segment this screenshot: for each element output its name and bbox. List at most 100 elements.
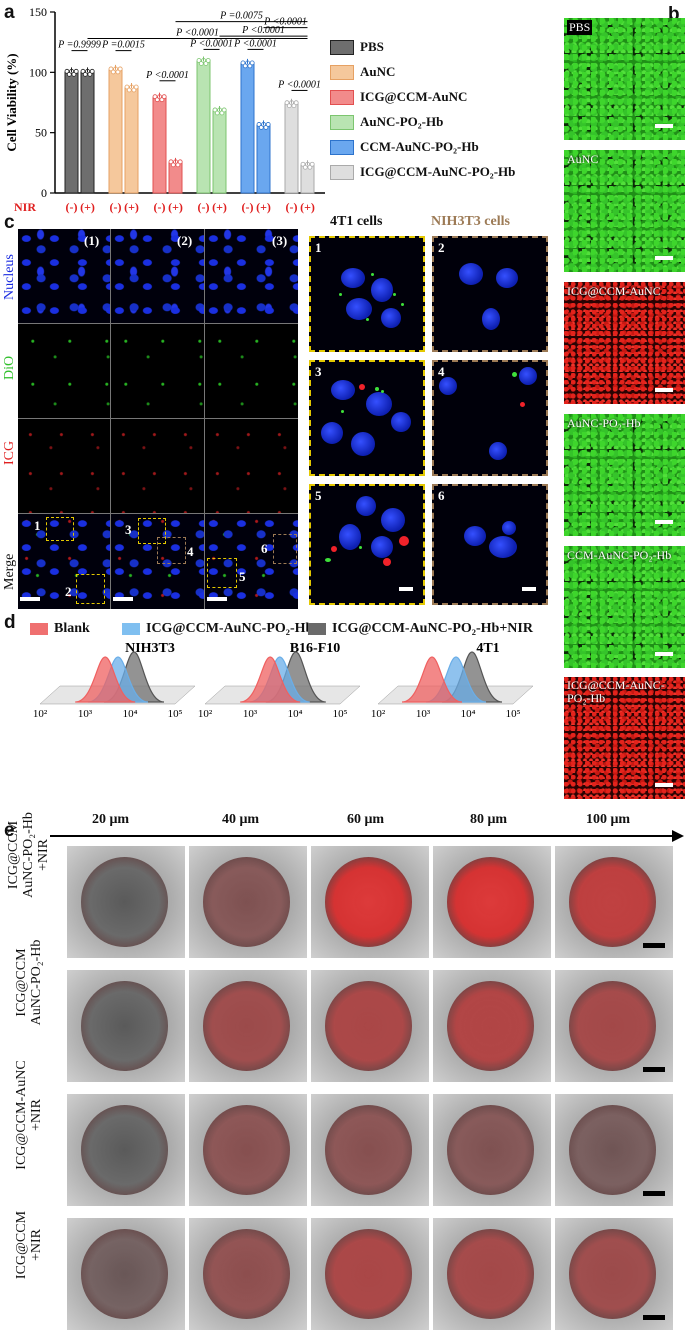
spheroid-image-0-3 bbox=[433, 846, 551, 958]
zoom-panel-2: 2 bbox=[432, 236, 548, 352]
confocal-grid: (1) (2) (3) 1 2 3 4 5 6 bbox=[18, 229, 298, 609]
legend-swatch-icg-nir bbox=[308, 623, 326, 635]
data-point bbox=[249, 60, 255, 66]
legend-d: Blank ICG@CCM-AuNC-PO₂-Hb ICG@CCM-AuNC-P… bbox=[30, 621, 560, 639]
spheroid-image-3-1 bbox=[189, 1218, 307, 1330]
roi-box-4 bbox=[157, 537, 186, 564]
row-label-icg: ICG bbox=[2, 440, 17, 465]
spheroid bbox=[203, 1229, 291, 1319]
roi-number-2: 2 bbox=[65, 584, 72, 599]
confocal-merge-1: 1 2 bbox=[18, 514, 110, 609]
spheroid-image-0-0 bbox=[67, 846, 185, 958]
depth-label-80: 80 μm bbox=[470, 812, 508, 827]
col-label-1: (1) bbox=[84, 233, 100, 248]
legend-swatch-blank bbox=[30, 623, 48, 635]
spheroid bbox=[447, 981, 535, 1071]
spheroid bbox=[203, 857, 291, 947]
row4-line1: ICG@CCM bbox=[14, 1210, 29, 1280]
spheroid bbox=[81, 857, 169, 947]
y-tick-label: 100 bbox=[29, 65, 47, 79]
roi-box-5 bbox=[207, 558, 237, 588]
nir-tick: (+) bbox=[212, 200, 227, 214]
bar-3-1 bbox=[212, 110, 227, 194]
depth-label-40: 40 μm bbox=[222, 812, 260, 827]
legend-swatch-icg-aunc bbox=[330, 90, 354, 105]
spheroid-image-3-3 bbox=[433, 1218, 551, 1330]
zoom-panel-4: 4 bbox=[432, 360, 548, 476]
data-point bbox=[177, 159, 183, 165]
zoom-number-3: 3 bbox=[315, 364, 322, 379]
legend-aunc-po2: AuNC-PO₂-Hb bbox=[360, 114, 444, 129]
scale-bar bbox=[207, 597, 227, 601]
nir-tick: (+) bbox=[256, 200, 271, 214]
nir-tick: (-) bbox=[66, 200, 78, 214]
scale-bar bbox=[643, 943, 665, 948]
bar-1-0 bbox=[108, 69, 123, 194]
nir-tick: (+) bbox=[168, 200, 183, 214]
micro-label-ccm: CCM-AuNC-PO₂-Hb bbox=[567, 548, 672, 562]
spheroid bbox=[569, 981, 657, 1071]
legend-icg-aunc: ICG@CCM-AuNC bbox=[360, 89, 468, 104]
data-point bbox=[221, 107, 227, 113]
scale-bar bbox=[113, 597, 133, 601]
spheroid bbox=[325, 857, 413, 947]
flow-xtick: 10³ bbox=[78, 708, 93, 720]
live-dead-pbs: PBS bbox=[564, 18, 685, 140]
y-tick-label: 50 bbox=[35, 126, 47, 140]
flow-xtick: 10² bbox=[33, 708, 48, 720]
spheroid-image-3-0 bbox=[67, 1218, 185, 1330]
flow-xtick: 10³ bbox=[243, 708, 258, 720]
spheroid-image-2-2 bbox=[311, 1094, 429, 1206]
p-bracket-8-label: P <0.0001 bbox=[241, 25, 285, 36]
legend-swatch-aunc bbox=[330, 65, 354, 80]
spheroid-image-3-4 bbox=[555, 1218, 673, 1330]
bar-2-0 bbox=[152, 97, 167, 194]
zoom-panel-1: 1 bbox=[309, 236, 425, 352]
spheroid-image-2-4 bbox=[555, 1094, 673, 1206]
confocal-nucleus-2 bbox=[111, 229, 204, 323]
live-dead-aunc-po2: AuNC-PO₂-Hb bbox=[564, 414, 685, 536]
scale-bar bbox=[655, 256, 673, 260]
flow-peak-0-0 bbox=[75, 656, 136, 703]
flow-xtick: 10³ bbox=[416, 708, 431, 720]
p-bracket-6-label: P <0.0001 bbox=[277, 79, 321, 90]
roi-number-3: 3 bbox=[125, 522, 132, 537]
zoom-number-5: 5 bbox=[315, 488, 322, 503]
spheroid-image-0-2 bbox=[311, 846, 429, 958]
zoom-number-2: 2 bbox=[438, 240, 445, 255]
scale-bar bbox=[643, 1067, 665, 1072]
micro-label-icg-all: ICG@CCM-AuNC-PO₂-Hb bbox=[567, 678, 665, 705]
confocal-dio-1 bbox=[18, 324, 110, 418]
spheroid bbox=[447, 857, 535, 947]
flow-xtick: 10⁵ bbox=[168, 708, 183, 720]
y-tick-label: 0 bbox=[41, 186, 47, 200]
data-point bbox=[265, 122, 271, 127]
flow-title-2: 4T1 bbox=[476, 641, 499, 656]
zoom-panel-3: 3 bbox=[309, 360, 425, 476]
spheroid bbox=[81, 981, 169, 1071]
y-axis-label: Cell Viability (%) bbox=[4, 53, 19, 151]
flow-xtick: 10⁵ bbox=[333, 708, 348, 720]
spheroid-image-1-4 bbox=[555, 970, 673, 1082]
roi-box-1 bbox=[46, 517, 74, 541]
legend-ccm: CCM-AuNC-PO₂-Hb bbox=[360, 139, 479, 154]
live-dead-aunc: AuNC bbox=[564, 150, 685, 272]
spheroid bbox=[325, 1105, 413, 1195]
flow-xtick: 10⁵ bbox=[506, 708, 521, 720]
spheroid-image-1-3 bbox=[433, 970, 551, 1082]
row-label-merge: Merge bbox=[2, 553, 17, 590]
spheroid bbox=[325, 981, 413, 1071]
confocal-icg-3 bbox=[205, 419, 298, 513]
data-point bbox=[73, 68, 79, 74]
micro-label-icg-aunc: ICG@CCM-AuNC bbox=[567, 284, 661, 298]
spheroid-image-1-0 bbox=[67, 970, 185, 1082]
confocal-dio-2 bbox=[111, 324, 204, 418]
legend-aunc: AuNC bbox=[360, 64, 396, 79]
flow-xtick: 10² bbox=[371, 708, 386, 720]
row1-line2: AuNC-PO₂-Hb bbox=[21, 812, 36, 898]
bar-4-0 bbox=[240, 63, 255, 194]
nir-tick: (-) bbox=[198, 200, 210, 214]
row2-line2: AuNC-PO₂-Hb bbox=[29, 939, 44, 1026]
p-bracket-7-label: P <0.0001 bbox=[175, 28, 219, 39]
